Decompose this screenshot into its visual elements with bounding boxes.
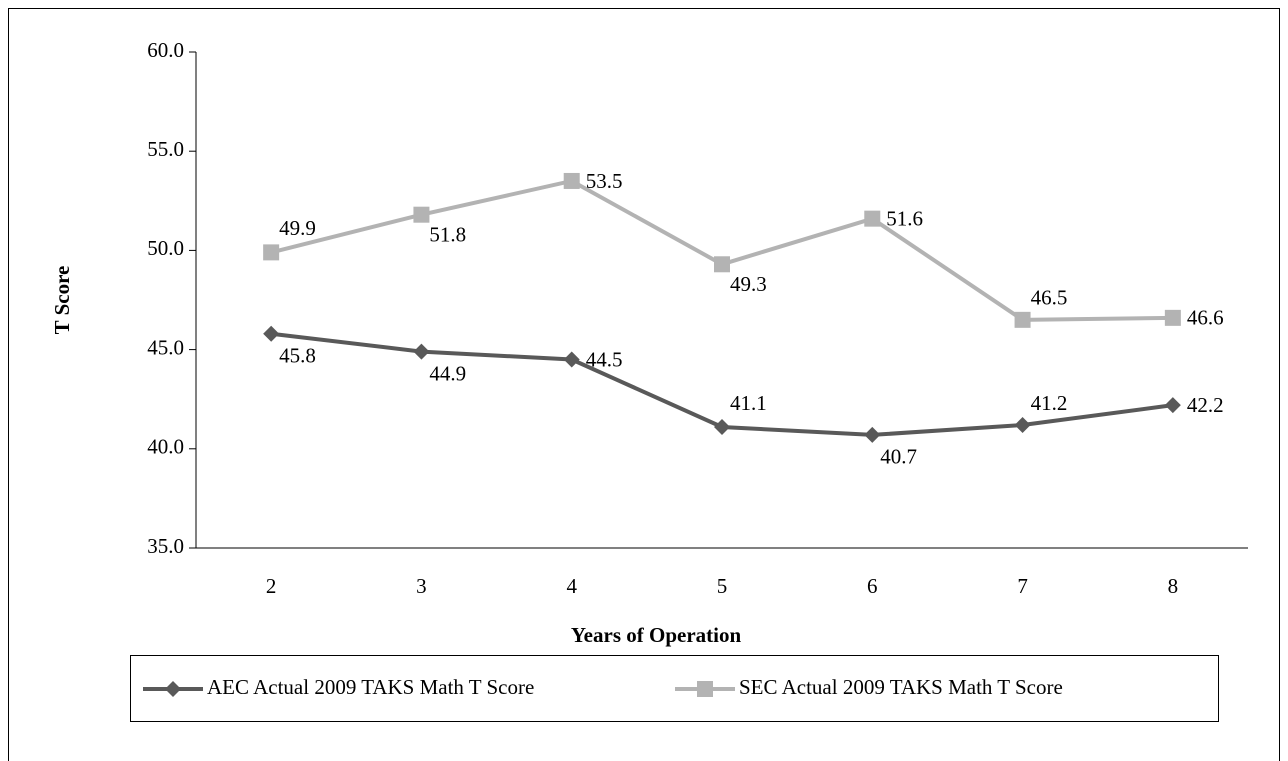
point-marker xyxy=(413,343,430,360)
data-label: 45.8 xyxy=(279,344,316,368)
y-tick-label: 55.0 xyxy=(147,137,184,161)
data-label: 44.9 xyxy=(429,361,466,385)
y-tick-label: 35.0 xyxy=(147,534,184,558)
data-label: 41.1 xyxy=(730,391,767,415)
data-label: 49.3 xyxy=(730,272,767,296)
legend-marker xyxy=(697,681,713,697)
point-marker xyxy=(263,244,280,261)
data-label: 46.6 xyxy=(1187,306,1224,330)
point-marker xyxy=(1014,311,1031,328)
point-marker xyxy=(864,210,881,227)
y-tick-label: 45.0 xyxy=(147,335,184,359)
point-marker xyxy=(1164,309,1181,326)
x-tick-label: 2 xyxy=(266,574,277,598)
y-tick-label: 50.0 xyxy=(147,236,184,260)
point-marker xyxy=(563,351,580,368)
point-marker xyxy=(1014,416,1031,433)
data-label: 44.5 xyxy=(586,347,623,371)
point-marker xyxy=(714,418,730,435)
x-tick-label: 7 xyxy=(1017,574,1028,598)
y-tick-label: 40.0 xyxy=(147,435,184,459)
x-tick-label: 4 xyxy=(566,574,577,598)
point-marker xyxy=(263,325,280,342)
chart-border xyxy=(8,8,1280,761)
legend-label: AEC Actual 2009 TAKS Math T Score xyxy=(207,675,534,699)
x-axis-title: Years of Operation xyxy=(571,623,742,647)
legend-label: SEC Actual 2009 TAKS Math T Score xyxy=(739,675,1063,699)
x-tick-label: 6 xyxy=(867,574,878,598)
data-label: 49.9 xyxy=(279,216,316,240)
data-label: 46.5 xyxy=(1031,286,1068,310)
y-axis-title: T Score xyxy=(50,266,74,335)
data-label: 51.6 xyxy=(886,206,923,230)
point-marker xyxy=(563,172,580,189)
legend-marker xyxy=(165,681,181,697)
point-marker xyxy=(864,426,881,443)
point-marker xyxy=(413,206,430,223)
data-label: 40.7 xyxy=(880,445,917,469)
legend-box xyxy=(130,655,1219,722)
point-marker xyxy=(714,256,730,273)
data-label: 51.8 xyxy=(429,223,466,247)
data-label: 41.2 xyxy=(1031,391,1068,415)
x-tick-label: 5 xyxy=(717,574,728,598)
data-label: 42.2 xyxy=(1187,393,1224,417)
point-marker xyxy=(1164,397,1181,414)
x-tick-label: 8 xyxy=(1168,574,1179,598)
data-label: 53.5 xyxy=(586,169,623,193)
x-tick-label: 3 xyxy=(416,574,427,598)
y-tick-label: 60.0 xyxy=(147,38,184,62)
